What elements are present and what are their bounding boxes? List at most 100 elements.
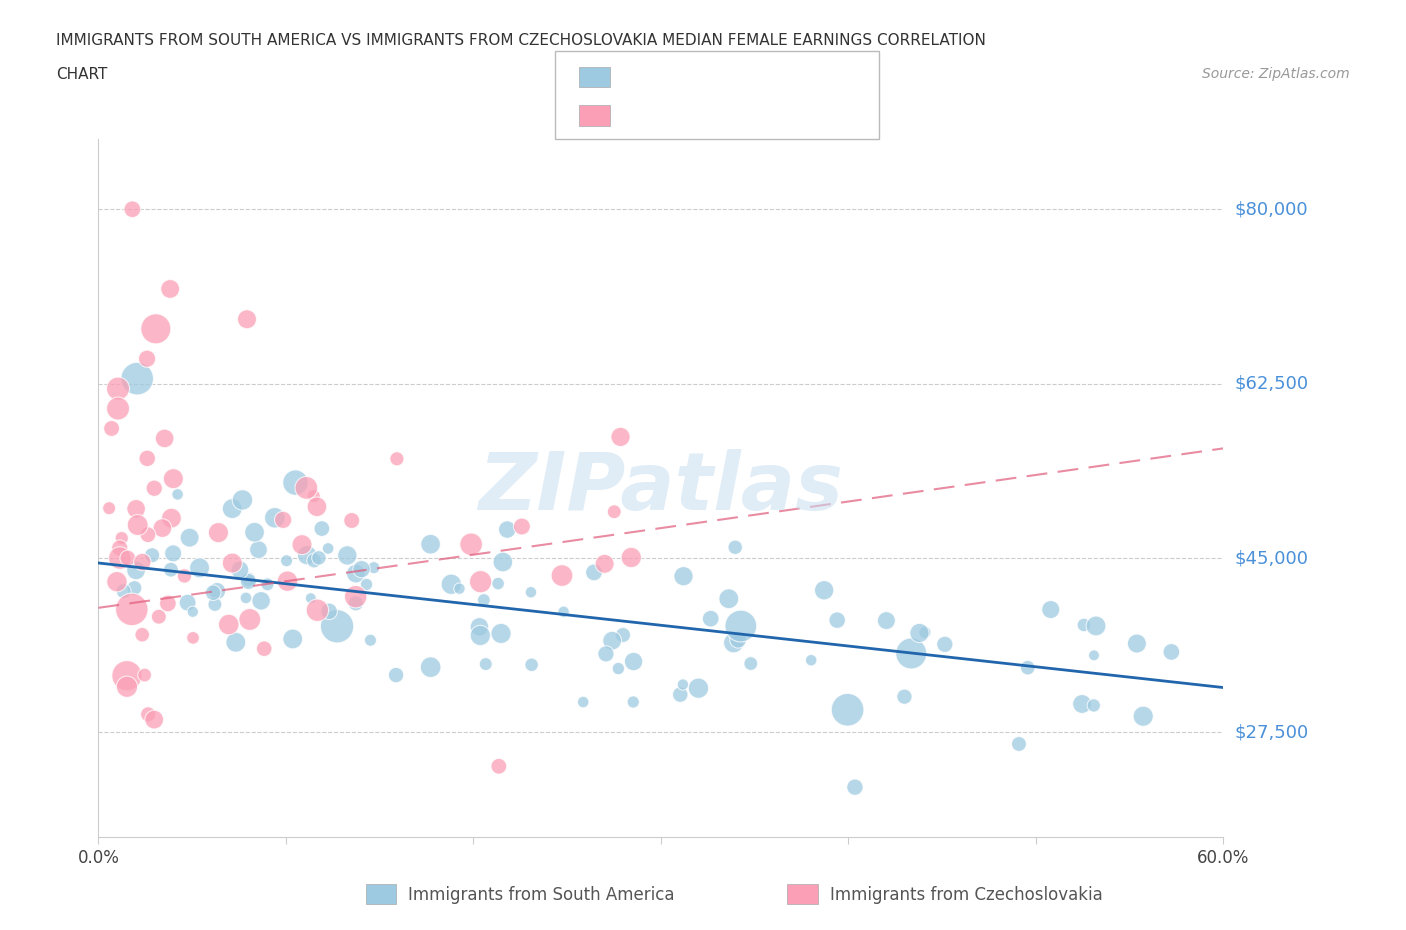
Text: Immigrants from South America: Immigrants from South America [408,885,675,904]
Point [160,511,183,525]
Point [472,592,495,607]
Text: Immigrants from Czechoslovakia: Immigrants from Czechoslovakia [830,885,1102,904]
Point [740,657,762,671]
Point [247,542,270,557]
Point [107,381,129,396]
Point [1132,709,1154,724]
Text: R =: R = [624,68,655,86]
Text: 59: 59 [786,106,815,125]
Point [460,537,482,551]
Point [299,591,322,605]
Point [419,659,441,674]
Point [115,679,138,694]
Point [179,530,201,545]
Point [669,687,692,702]
Point [162,546,184,561]
Point [152,521,174,536]
Point [134,668,156,683]
Point [470,574,492,589]
Point [127,518,149,533]
Point [141,548,163,563]
Point [153,431,176,445]
Point [600,633,623,648]
Point [276,574,298,589]
Point [100,421,122,436]
Point [250,593,273,608]
Point [136,527,159,542]
Point [623,654,645,669]
Point [1039,602,1062,617]
Point [148,609,170,624]
Point [108,540,131,555]
Point [344,596,367,611]
Point [235,591,257,605]
Point [238,574,260,589]
Point [231,493,253,508]
Point [620,550,643,565]
Point [1083,648,1105,663]
Point [124,580,146,595]
Point [419,537,441,551]
Text: $62,500: $62,500 [1234,375,1309,392]
Point [145,322,167,337]
Point [470,628,492,643]
Point [160,563,183,578]
Point [496,522,519,537]
Point [520,585,543,600]
Point [900,646,922,661]
Point [162,472,184,486]
Point [221,501,243,516]
Text: $27,500: $27,500 [1234,724,1309,741]
Point [326,618,349,633]
Point [908,626,931,641]
Point [385,451,408,466]
Point [837,702,859,717]
Point [188,561,211,576]
Point [136,707,159,722]
Point [256,577,278,591]
Point [117,551,139,565]
Point [699,611,721,626]
Point [612,628,634,643]
Point [181,631,204,645]
Point [672,569,695,584]
Point [875,613,897,628]
Point [105,575,128,590]
Text: 0.052: 0.052 [669,106,721,125]
Text: R =: R = [624,106,655,125]
Point [468,619,491,634]
Point [825,613,848,628]
Point [291,538,314,552]
Point [717,591,740,606]
Point [115,668,138,683]
Point [572,695,595,710]
Point [127,371,149,386]
Point [1126,636,1149,651]
Point [238,572,260,587]
Point [121,202,143,217]
Point [672,677,695,692]
Point [486,576,509,591]
Point [98,500,121,515]
Point [181,604,204,619]
Point [492,554,515,569]
Point [205,583,228,598]
Point [489,626,512,641]
Point [121,602,143,617]
Point [295,548,318,563]
Point [1085,618,1108,633]
Text: 102: 102 [786,68,821,86]
Text: $80,000: $80,000 [1234,200,1308,219]
Text: IMMIGRANTS FROM SOUTH AMERICA VS IMMIGRANTS FROM CZECHOSLOVAKIA MEDIAN FEMALE EA: IMMIGRANTS FROM SOUTH AMERICA VS IMMIGRA… [56,33,986,47]
Point [271,512,294,527]
Point [207,525,229,540]
Point [582,565,605,580]
Point [131,627,153,642]
Point [934,637,956,652]
Text: -0.246: -0.246 [669,68,728,86]
Text: Source: ZipAtlas.com: Source: ZipAtlas.com [1202,67,1350,81]
Point [359,632,381,647]
Point [336,548,359,563]
Point [593,556,616,571]
Point [281,631,304,646]
